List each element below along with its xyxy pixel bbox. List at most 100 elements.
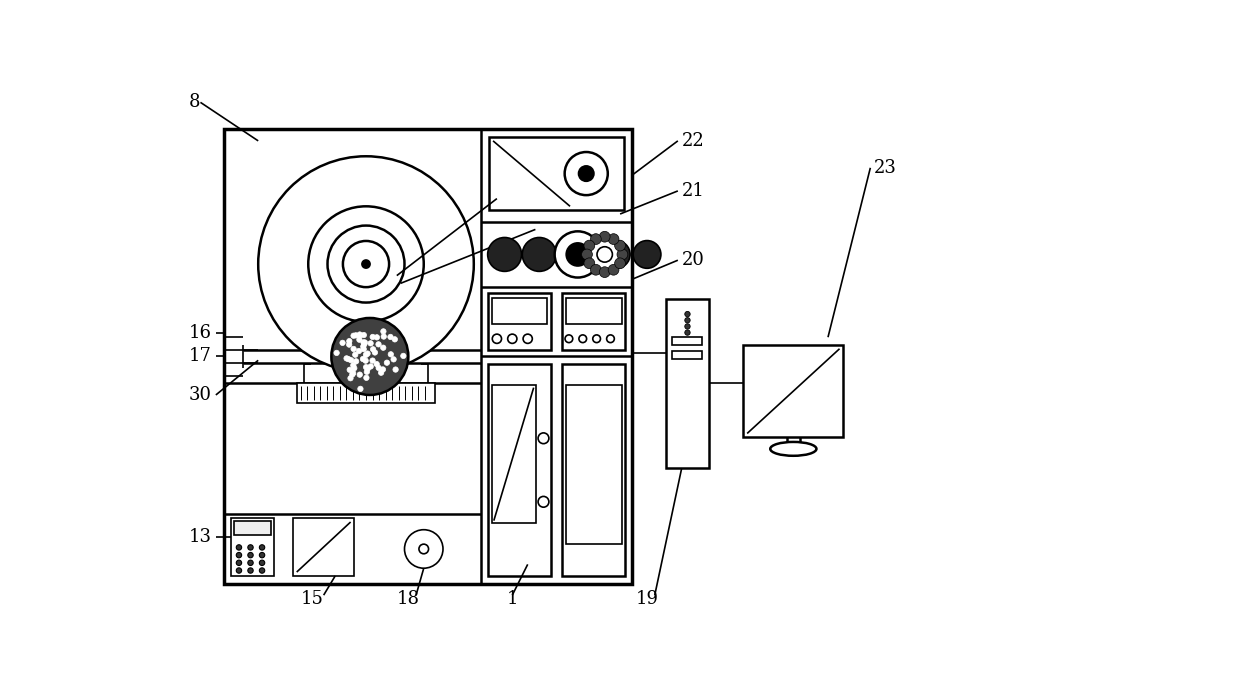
Bar <box>565 298 621 324</box>
Circle shape <box>684 317 691 323</box>
Bar <box>672 351 703 359</box>
Circle shape <box>381 367 386 372</box>
Circle shape <box>565 335 573 343</box>
Circle shape <box>371 347 376 352</box>
Circle shape <box>384 360 389 366</box>
Circle shape <box>368 363 373 369</box>
Circle shape <box>351 363 356 368</box>
Text: 18: 18 <box>397 590 420 608</box>
Circle shape <box>348 357 353 363</box>
Ellipse shape <box>770 442 816 456</box>
Circle shape <box>381 345 386 350</box>
Circle shape <box>362 340 367 345</box>
Circle shape <box>608 264 619 275</box>
Bar <box>562 364 625 576</box>
Circle shape <box>258 157 474 372</box>
Circle shape <box>401 353 405 359</box>
Circle shape <box>346 342 352 347</box>
Circle shape <box>361 356 366 361</box>
Circle shape <box>248 568 253 573</box>
Circle shape <box>343 241 389 287</box>
Circle shape <box>259 568 265 573</box>
Circle shape <box>309 206 424 322</box>
Circle shape <box>391 356 397 362</box>
Circle shape <box>346 356 351 362</box>
Circle shape <box>582 249 593 260</box>
Circle shape <box>237 568 242 573</box>
Circle shape <box>340 340 345 345</box>
Circle shape <box>590 264 601 275</box>
Circle shape <box>361 344 366 350</box>
Bar <box>487 293 552 350</box>
Circle shape <box>363 364 368 370</box>
Circle shape <box>365 366 371 371</box>
Circle shape <box>351 370 356 376</box>
Circle shape <box>590 233 601 245</box>
Circle shape <box>350 372 355 377</box>
Text: 21: 21 <box>682 182 704 200</box>
Text: 30: 30 <box>188 386 212 404</box>
Text: 13: 13 <box>188 528 212 547</box>
Circle shape <box>363 352 368 358</box>
Circle shape <box>248 552 253 558</box>
Circle shape <box>351 333 356 338</box>
Circle shape <box>487 238 522 271</box>
Circle shape <box>404 530 443 568</box>
Circle shape <box>684 330 691 336</box>
Circle shape <box>579 166 594 181</box>
Circle shape <box>579 335 587 343</box>
Circle shape <box>393 367 398 373</box>
Circle shape <box>588 238 621 271</box>
Text: 8: 8 <box>188 94 201 111</box>
Circle shape <box>362 260 370 268</box>
Circle shape <box>347 367 352 373</box>
Circle shape <box>357 386 363 391</box>
Circle shape <box>237 552 242 558</box>
Bar <box>491 385 536 523</box>
Circle shape <box>365 369 370 375</box>
Circle shape <box>259 545 265 550</box>
Text: 1: 1 <box>507 590 518 608</box>
Bar <box>363 375 376 387</box>
Circle shape <box>606 335 614 343</box>
Circle shape <box>388 334 393 340</box>
Circle shape <box>615 258 625 268</box>
Circle shape <box>357 372 362 377</box>
Circle shape <box>564 152 608 195</box>
Circle shape <box>361 332 367 338</box>
Circle shape <box>248 545 253 550</box>
Circle shape <box>378 370 384 375</box>
Text: 20: 20 <box>682 251 704 269</box>
Circle shape <box>599 267 610 278</box>
Bar <box>743 345 843 438</box>
Circle shape <box>618 249 627 260</box>
Bar <box>296 384 435 403</box>
Bar <box>562 293 625 350</box>
Circle shape <box>522 238 557 271</box>
Text: 23: 23 <box>874 159 897 177</box>
Bar <box>666 298 708 468</box>
Circle shape <box>347 338 352 344</box>
Text: 16: 16 <box>188 324 212 343</box>
Circle shape <box>363 358 368 363</box>
Circle shape <box>248 560 253 565</box>
Circle shape <box>361 340 366 345</box>
Circle shape <box>381 334 387 339</box>
Circle shape <box>356 348 362 354</box>
Circle shape <box>327 226 404 303</box>
Circle shape <box>237 545 242 550</box>
Circle shape <box>363 375 370 380</box>
Circle shape <box>615 240 625 251</box>
Circle shape <box>331 318 408 395</box>
Circle shape <box>368 340 373 346</box>
Circle shape <box>259 560 265 565</box>
Bar <box>672 337 703 345</box>
Circle shape <box>634 240 661 268</box>
Circle shape <box>357 337 362 343</box>
Circle shape <box>352 366 357 371</box>
Circle shape <box>351 346 356 352</box>
Circle shape <box>603 240 630 268</box>
Text: 19: 19 <box>636 590 658 608</box>
Circle shape <box>599 231 610 242</box>
Circle shape <box>507 334 517 343</box>
